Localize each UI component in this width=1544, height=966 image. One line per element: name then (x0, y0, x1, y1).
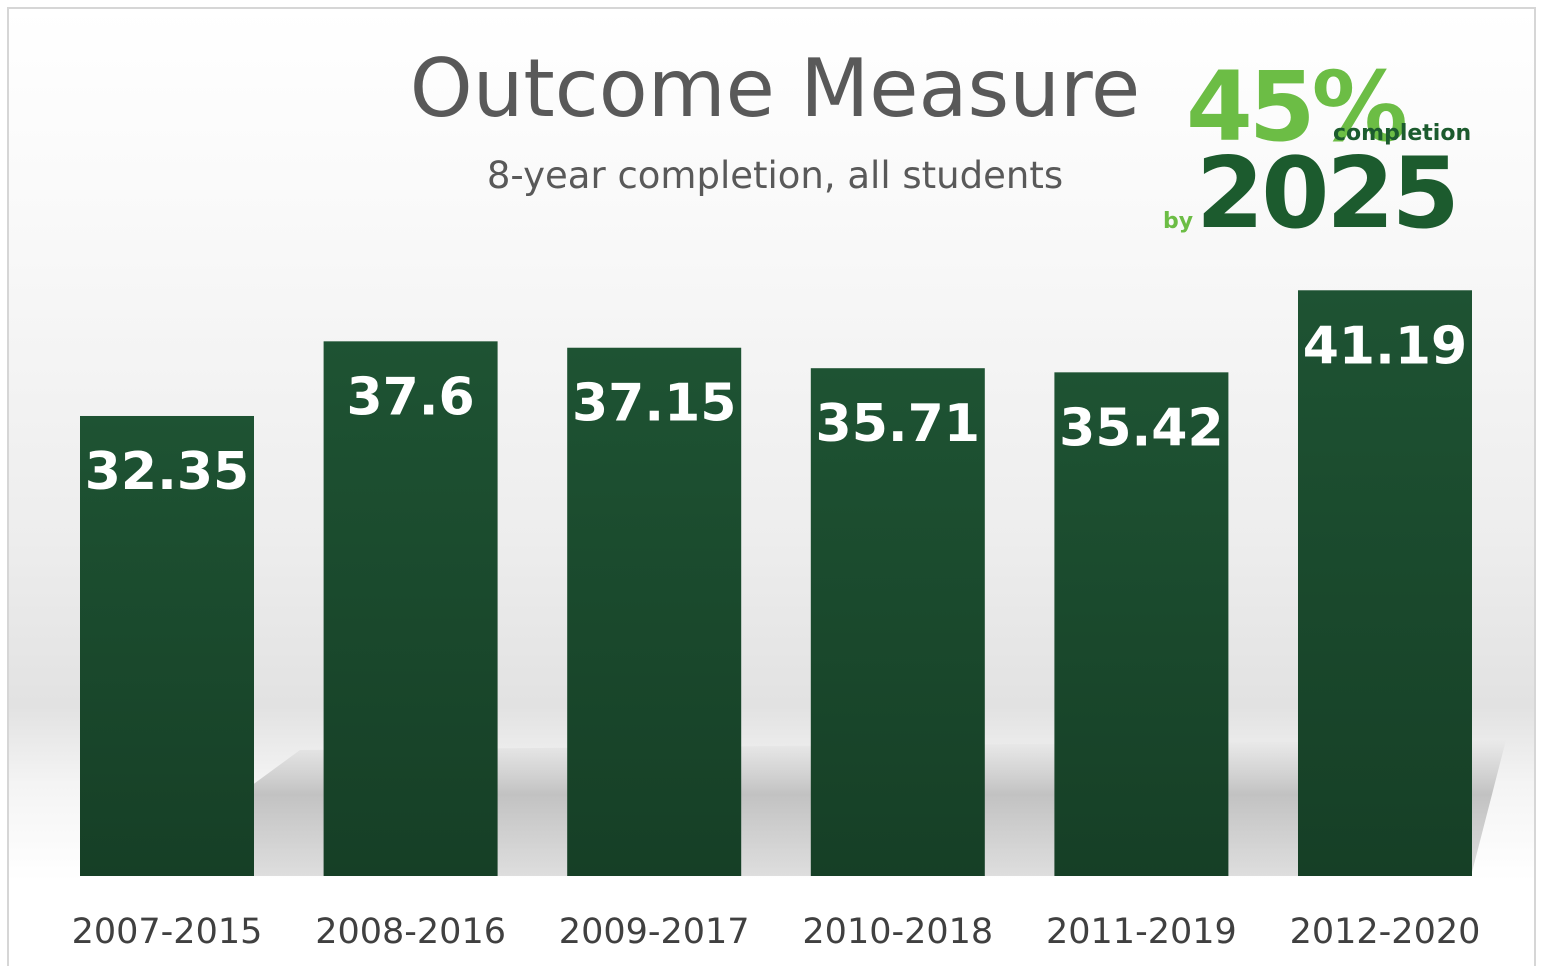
logo-number: 45% (1186, 51, 1406, 163)
bar (1054, 372, 1229, 876)
x-tick-label: 2011-2019 (1046, 912, 1237, 952)
bar-value-label: 35.71 (816, 394, 980, 454)
bar-value-label: 37.6 (346, 367, 474, 427)
bar (1298, 290, 1472, 876)
bar-value-label: 37.15 (572, 374, 736, 434)
bar (810, 368, 985, 876)
logo-by: by (1163, 209, 1193, 234)
chart-subtitle: 8-year completion, all students (487, 154, 1063, 197)
bar-value-label: 32.35 (85, 442, 249, 502)
floor-shadow (80, 740, 1506, 876)
x-tick-label: 2012-2020 (1290, 912, 1481, 952)
bar (323, 341, 498, 876)
bar (80, 415, 254, 876)
logo-word: completion (1333, 121, 1471, 146)
bar-value-label: 35.42 (1059, 398, 1223, 458)
x-tick-label: 2009-2017 (559, 912, 750, 952)
x-tick-label: 2010-2018 (802, 912, 993, 952)
x-tick-label: 2008-2016 (315, 912, 506, 952)
logo: 45% completion by 2025 (1163, 51, 1471, 251)
logo-year: 2025 (1196, 137, 1457, 251)
chart-title: Outcome Measure (410, 42, 1141, 135)
bar-value-label: 41.19 (1303, 316, 1467, 376)
bar (567, 347, 742, 876)
x-tick-label: 2007-2015 (72, 912, 263, 952)
